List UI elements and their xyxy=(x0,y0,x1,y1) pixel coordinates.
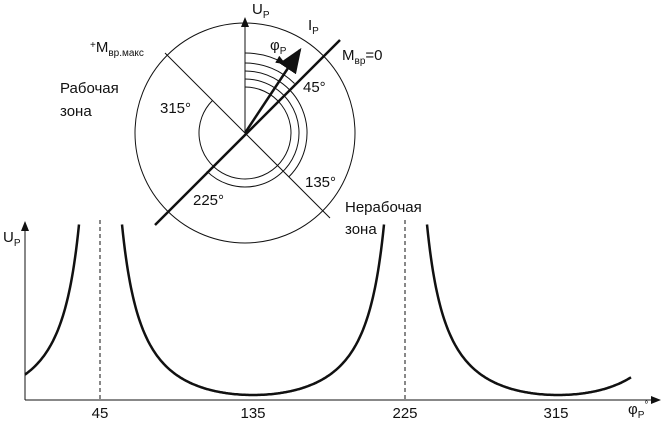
zone-label: зона xyxy=(60,103,92,120)
max-torque-line xyxy=(164,52,331,219)
angle-label: 135° xyxy=(305,174,336,191)
zero-torque-line xyxy=(154,39,341,226)
graph: UР φР° 45 135 225 315 xyxy=(3,220,661,422)
angle-label: 225° xyxy=(193,192,224,209)
zone-label: Нерабочая xyxy=(345,199,422,216)
x-tick-label: 45 xyxy=(92,405,109,422)
angle-label: 45° xyxy=(303,79,326,96)
angle-label: 315° xyxy=(160,100,191,117)
vector-diagram: UР IР φР Mвр=0 +Mвр.макс 45° 135° 225° 3… xyxy=(60,1,422,244)
zone-label: Рабочая xyxy=(60,80,119,97)
x-tick-label: 315 xyxy=(543,405,568,422)
zone-label: зона xyxy=(345,221,377,238)
angle-arc xyxy=(198,86,292,180)
angle-arc xyxy=(206,78,300,188)
angle-arc xyxy=(244,62,295,84)
x-tick-label: 225 xyxy=(392,405,417,422)
angle-arc xyxy=(244,52,286,65)
y-label: UР xyxy=(3,229,21,249)
x-label: φР° xyxy=(628,400,648,421)
curve xyxy=(24,224,632,397)
phi-label: φР xyxy=(270,37,287,57)
angle-arcs xyxy=(198,52,308,188)
angle-arc xyxy=(244,70,308,178)
ip-vector xyxy=(243,47,302,134)
m0-label: Mвр=0 xyxy=(342,47,382,67)
ip-label: IР xyxy=(308,17,319,37)
up-label: UР xyxy=(252,1,270,21)
x-tick-label: 135 xyxy=(240,405,265,422)
mmax-label: +Mвр.макс xyxy=(90,39,144,59)
